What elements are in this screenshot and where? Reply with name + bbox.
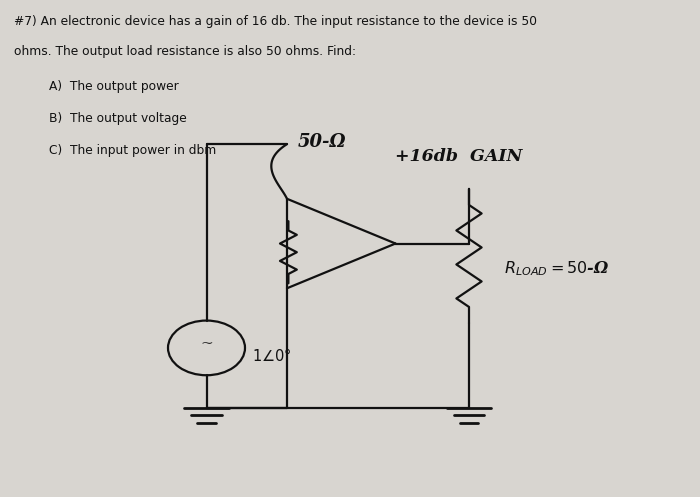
Text: A)  The output power: A) The output power — [49, 80, 178, 92]
Text: 50-Ω: 50-Ω — [298, 133, 346, 151]
Text: $R_{LOAD}=50$-Ω: $R_{LOAD}=50$-Ω — [504, 259, 610, 278]
Text: ~: ~ — [200, 337, 213, 351]
Text: C)  The input power in dbm: C) The input power in dbm — [49, 144, 216, 157]
Text: $1\angle 0°$: $1\angle 0°$ — [252, 347, 292, 364]
Text: +16db  GAIN: +16db GAIN — [395, 148, 523, 165]
Text: B)  The output voltage: B) The output voltage — [49, 112, 187, 125]
Text: ohms. The output load resistance is also 50 ohms. Find:: ohms. The output load resistance is also… — [14, 45, 356, 58]
Text: #7) An electronic device has a gain of 16 db. The input resistance to the device: #7) An electronic device has a gain of 1… — [14, 15, 537, 28]
